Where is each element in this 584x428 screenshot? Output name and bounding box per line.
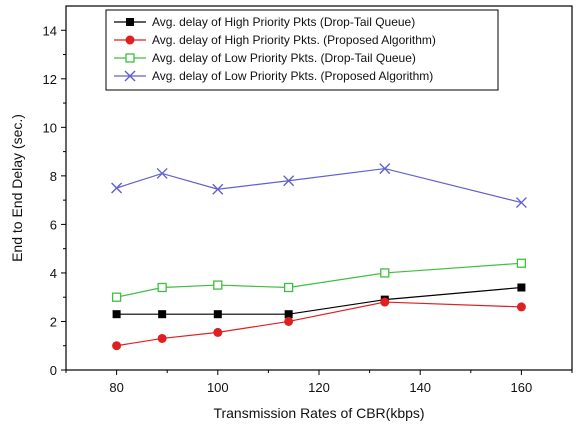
x-tick-label: 120 — [308, 380, 330, 395]
series-3 — [111, 258, 527, 302]
legend: Avg. delay of High Priority Pkts (Drop-T… — [105, 9, 499, 91]
data-point — [157, 282, 167, 293]
data-point — [212, 183, 224, 195]
legend-label: Avg. delay of Low Priority Pkts. (Propos… — [152, 69, 433, 83]
data-point — [213, 280, 223, 290]
series-2 — [112, 297, 526, 351]
data-point — [111, 182, 123, 194]
data-point — [283, 175, 295, 187]
x-axis-title: Transmission Rates of CBR(kbps) — [213, 405, 424, 421]
x-axis-ticks: 80 100 120 140 160 — [65, 370, 573, 395]
series-1 — [112, 283, 526, 319]
data-point — [111, 292, 122, 302]
y-axis-ticks: 0 2 4 6 8 10 12 14 — [43, 23, 66, 378]
data-point — [156, 167, 168, 179]
series-layer — [111, 163, 527, 351]
legend-swatch-marker — [126, 18, 134, 26]
legend-swatch-marker — [125, 35, 135, 45]
series-line — [116, 262, 522, 298]
x-tick-label: 80 — [109, 380, 123, 395]
y-tick-label: 14 — [43, 23, 57, 38]
x-tick-label: 140 — [409, 380, 431, 395]
data-point — [380, 297, 390, 307]
series-line — [116, 301, 522, 347]
legend-swatch-marker — [125, 53, 135, 63]
series-line — [116, 167, 522, 204]
data-point — [380, 268, 390, 278]
legend-label: Avg. delay of Low Priority Pkts. (Drop-T… — [152, 51, 416, 65]
data-point — [158, 310, 167, 319]
x-tick-label: 100 — [207, 380, 229, 395]
legend-swatch-marker — [124, 70, 136, 82]
y-tick-label: 0 — [50, 363, 57, 378]
data-point — [517, 283, 526, 292]
data-point — [516, 258, 527, 268]
data-point — [213, 327, 223, 337]
y-tick-label: 12 — [43, 72, 57, 87]
y-tick-label: 4 — [50, 266, 57, 281]
x-tick-label: 160 — [511, 380, 533, 395]
data-point — [283, 282, 294, 293]
data-point — [213, 310, 222, 319]
data-point — [516, 302, 526, 312]
data-point — [284, 310, 293, 319]
data-point — [112, 341, 122, 351]
data-point — [284, 316, 294, 326]
y-axis-title: End to End Delay (sec.) — [9, 114, 25, 262]
series-4 — [111, 163, 527, 209]
series-line — [116, 286, 522, 315]
legend-entry: Avg. delay of High Priority Pkts. (Propo… — [114, 33, 436, 47]
data-point — [515, 197, 527, 209]
y-tick-label: 10 — [43, 120, 57, 135]
y-tick-label: 2 — [50, 314, 57, 329]
legend-entry: Avg. delay of Low Priority Pkts. (Drop-T… — [114, 51, 416, 65]
legend-entry: Avg. delay of Low Priority Pkts. (Propos… — [114, 69, 433, 83]
data-point — [379, 163, 391, 175]
y-tick-label: 8 — [50, 169, 57, 184]
data-point — [112, 310, 121, 319]
data-point — [157, 333, 167, 343]
y-tick-label: 6 — [50, 217, 57, 232]
legend-label: Avg. delay of High Priority Pkts (Drop-T… — [152, 15, 415, 29]
legend-box — [105, 9, 499, 91]
legend-label: Avg. delay of High Priority Pkts. (Propo… — [152, 33, 436, 47]
legend-entry: Avg. delay of High Priority Pkts (Drop-T… — [114, 15, 415, 29]
